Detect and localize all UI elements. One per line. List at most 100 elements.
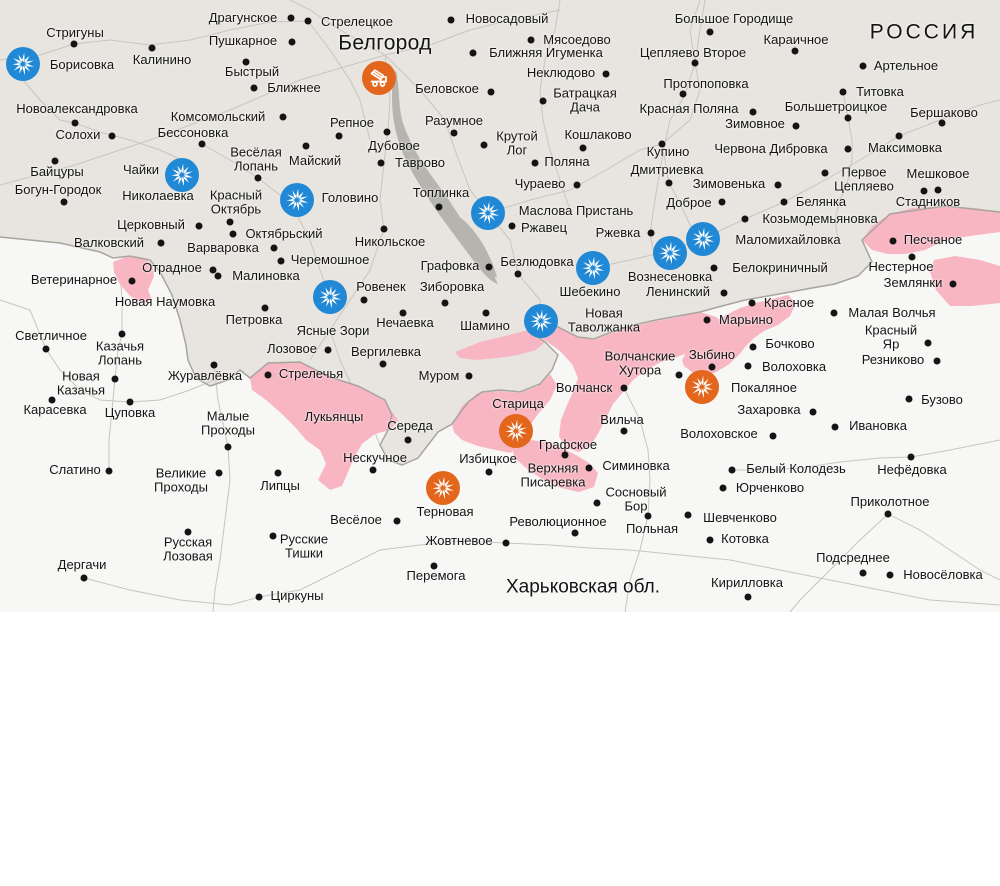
town-label: Ближнее	[267, 79, 321, 95]
town-dot	[287, 14, 295, 22]
town-dot	[254, 174, 262, 182]
town-label: Дубовое	[368, 137, 420, 153]
town-dot	[118, 330, 126, 338]
town-label: Терновая	[416, 503, 474, 519]
town-dot	[157, 239, 165, 247]
town-dot	[706, 28, 714, 36]
town-label: Графовка	[420, 257, 480, 273]
town-dot	[571, 529, 579, 537]
town-label: Драгунское	[208, 9, 278, 25]
town-dot	[360, 296, 368, 304]
town-dot	[108, 132, 116, 140]
town-label: Сосновый Бор	[605, 484, 667, 514]
town-dot	[60, 198, 68, 206]
town-dot	[369, 466, 377, 474]
town-label: Большетроицкое	[784, 98, 888, 114]
town-dot	[229, 230, 237, 238]
town-label: Доброе	[666, 194, 712, 210]
town-label: Землянки	[883, 274, 943, 290]
town-dot	[379, 360, 387, 368]
town-label: Волчанск	[555, 379, 613, 395]
town-dot	[128, 277, 136, 285]
belgorod-oblast-area	[0, 0, 1000, 465]
town-dot	[602, 70, 610, 78]
town-dot	[830, 309, 838, 317]
town-dot	[71, 119, 79, 127]
town-label: Вознесеновка	[627, 268, 713, 284]
town-label: Цепляево Второе	[639, 44, 747, 60]
town-dot	[749, 108, 757, 116]
town-label: Дергачи	[57, 556, 107, 572]
town-dot	[250, 84, 258, 92]
town-dot	[884, 510, 892, 518]
town-label: Кирилловка	[711, 574, 783, 590]
town-dot	[514, 270, 522, 278]
town-dot	[126, 398, 134, 406]
town-label: Белокриничный	[732, 259, 828, 275]
town-label: Новая Таволжанка	[567, 305, 641, 335]
town-label: Маломихайловка	[735, 231, 841, 247]
town-dot	[620, 427, 628, 435]
town-dot	[485, 468, 493, 476]
ukraine-ground-strike-icon	[471, 196, 505, 230]
town-dot	[644, 512, 652, 520]
town-dot	[720, 289, 728, 297]
town-dot	[859, 569, 867, 577]
town-label: Новосёловка	[903, 566, 983, 582]
town-dot	[277, 257, 285, 265]
town-label: Ивановка	[849, 417, 907, 433]
town-label: Бессоновка	[157, 124, 229, 140]
town-dot	[949, 280, 957, 288]
town-label: Котовка	[721, 530, 769, 546]
town-dot	[684, 511, 692, 519]
town-dot	[889, 237, 897, 245]
town-dot	[728, 466, 736, 474]
town-dot	[620, 384, 628, 392]
town-label: Вильча	[600, 411, 644, 427]
town-label: Солохи	[55, 126, 101, 142]
town-dot	[719, 484, 727, 492]
town-dot	[215, 469, 223, 477]
town-label: Зимовное	[725, 115, 785, 131]
town-dot	[934, 186, 942, 194]
ukraine-ground-strike-icon	[313, 280, 347, 314]
town-dot	[907, 453, 915, 461]
town-label: Чураево	[514, 175, 566, 191]
town-label: Казачья Лопань	[95, 338, 145, 368]
town-label: Кошлаково	[564, 126, 632, 142]
town-dot	[383, 128, 391, 136]
town-dot	[502, 539, 510, 547]
town-dot	[485, 263, 493, 271]
town-label: Новая Наумовка	[114, 293, 216, 309]
town-label: Ржавец	[520, 219, 568, 235]
town-label: Дмитриевка	[630, 161, 704, 177]
town-label: Вергилевка	[350, 343, 422, 359]
town-label: Журавлёвка	[167, 367, 243, 383]
town-dot	[933, 357, 941, 365]
town-dot	[441, 299, 449, 307]
town-label: Стадников	[895, 193, 961, 209]
town-label: Белый Колодезь	[746, 460, 846, 476]
town-label: Неклюдово	[526, 64, 596, 80]
region-label-country: РОССИЯ	[869, 20, 979, 44]
town-label: Большое Городище	[674, 10, 794, 26]
town-label: Светличное	[15, 327, 87, 343]
town-label: Стрелецкое	[321, 13, 393, 29]
ukraine-ground-strike-icon	[576, 251, 610, 285]
town-label: Мешковое	[906, 165, 970, 181]
town-label: Крутой Лог	[496, 128, 538, 158]
town-label: Максимовка	[867, 139, 943, 155]
town-dot	[718, 198, 726, 206]
town-dot	[105, 467, 113, 475]
town-dot	[809, 408, 817, 416]
town-dot	[70, 40, 78, 48]
town-dot	[791, 47, 799, 55]
town-label: Мясоедово	[543, 31, 611, 47]
town-dot	[886, 571, 894, 579]
town-dot	[480, 141, 488, 149]
town-label: Ржевка	[595, 224, 641, 240]
town-dot	[561, 451, 569, 459]
town-dot	[908, 253, 916, 261]
town-dot	[148, 44, 156, 52]
town-label: Малые Проходы	[201, 408, 255, 438]
